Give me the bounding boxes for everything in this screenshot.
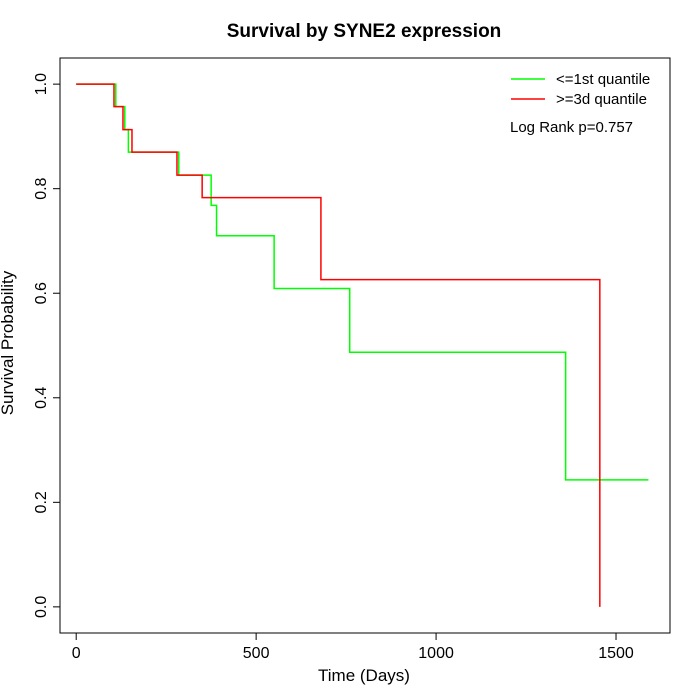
axes: 0 500 1000 1500 0.0 0.2 0.4 0.6 0.8 1.0 (33, 73, 634, 662)
y-axis-label: Survival Probability (0, 270, 17, 415)
y-tick-label: 0.8 (33, 177, 50, 199)
y-tick-label: 0.4 (33, 387, 50, 409)
legend-label-high: >=3d quantile (556, 91, 647, 108)
legend: <=1st quantile >=3d quantile (511, 71, 650, 108)
y-tick-label: 0.6 (33, 282, 50, 304)
log-rank-annotation: Log Rank p=0.757 (510, 119, 633, 136)
chart-title: Survival by SYNE2 expression (227, 21, 502, 42)
survival-curves (76, 83, 649, 607)
y-tick-label: 1.0 (33, 73, 50, 95)
y-tick-label: 0.0 (33, 596, 50, 618)
x-axis-label: Time (Days) (318, 666, 410, 685)
survival-curve-high (76, 83, 601, 607)
x-tick-label: 1500 (598, 645, 634, 662)
x-tick-label: 0 (72, 645, 81, 662)
plot-frame (59, 57, 671, 634)
x-tick-label: 1000 (418, 645, 454, 662)
x-tick-label: 500 (243, 645, 270, 662)
legend-label-low: <=1st quantile (556, 71, 650, 88)
y-tick-label: 0.2 (33, 491, 50, 513)
survival-curve-low (76, 83, 649, 481)
